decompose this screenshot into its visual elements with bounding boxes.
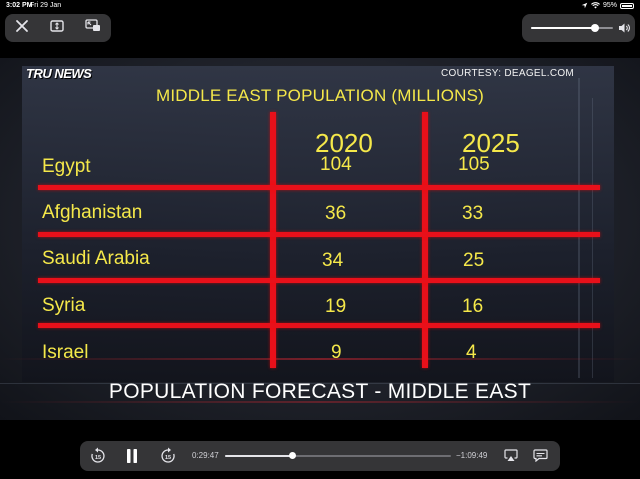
grid-divider-horizontal [38,323,600,328]
status-time: 3:02 PM [6,2,33,9]
value-egypt-2025: 105 [458,154,490,175]
volume-control [522,14,635,42]
channel-logo: TRU NEWS [26,66,92,81]
airplay-button[interactable] [504,449,518,467]
country-saudi-arabia: Saudi Arabia [42,248,150,269]
subtitles-icon [533,449,548,463]
country-afghanistan: Afghanistan [42,202,143,223]
skip-forward-button[interactable]: 15 [160,447,176,469]
status-bar: 3:02 PM Fri 29 Jan 95% [0,0,640,12]
value-afghanistan-2020: 36 [325,203,347,224]
grid-divider-horizontal [38,232,600,237]
background-line [0,383,640,384]
pause-icon [127,449,137,463]
value-saudi-arabia-2020: 34 [322,250,344,271]
picture-in-picture-button[interactable] [84,19,101,37]
wifi-icon [591,2,600,9]
grid-divider-vertical [270,112,276,368]
skip-back-15-icon: 15 [91,447,105,463]
battery-percent: 95% [602,2,617,9]
grid-divider-vertical [422,112,428,368]
skip-back-button[interactable]: 15 [90,447,106,469]
grid-divider-horizontal [38,278,600,283]
volume-knob[interactable] [590,24,599,32]
value-egypt-2020: 104 [320,154,352,175]
column-header-2025: 2025 [462,128,520,158]
background-line [578,78,580,378]
top-left-controls [5,14,111,42]
fit-screen-button[interactable] [50,19,64,37]
courtesy-credit: COURTESY: DEAGEL.COM [441,68,575,79]
value-afghanistan-2025: 33 [462,203,484,224]
country-syria: Syria [42,295,86,316]
volume-level [531,27,595,29]
status-date: Fri 29 Jan [30,2,62,9]
value-israel-2025: 4 [466,342,477,363]
close-icon [16,19,29,32]
close-button[interactable] [15,19,29,38]
grid-divider-horizontal [38,185,600,190]
skip-forward-15-icon: 15 [161,447,175,463]
country-israel: Israel [42,342,89,363]
country-egypt: Egypt [42,156,91,177]
background-streak [0,358,640,360]
battery-level [622,4,632,7]
value-saudi-arabia-2025: 25 [463,250,485,271]
background-streak [0,401,640,403]
playback-knob[interactable] [289,452,297,459]
background-line [592,98,593,378]
pause-button[interactable] [125,448,139,469]
value-israel-2020: 9 [331,342,342,363]
playback-controls: 15 15 0:29:47 −1:09:49 [80,441,560,471]
picture-in-picture-icon [84,19,100,31]
volume-slider[interactable] [531,24,613,32]
background-panel [22,66,614,382]
value-syria-2025: 16 [462,296,484,317]
battery-icon [620,2,634,9]
status-indicators: 95% [581,2,634,9]
location-arrow-icon [581,2,588,9]
subtitles-button[interactable] [533,449,548,467]
video-frame[interactable]: TRU NEWS COURTESY: DEAGEL.COM MIDDLE EAS… [0,58,640,420]
remaining-time: −1:09:49 [456,451,488,460]
value-syria-2020: 19 [325,296,347,317]
svg-text:15: 15 [165,455,171,461]
lower-third-caption: POPULATION FORECAST - MIDDLE EAST [108,380,532,403]
elapsed-time: 0:29:47 [192,451,219,460]
fit-screen-icon [50,20,64,32]
speaker-wave-icon[interactable] [618,22,631,34]
playback-progress [225,455,293,457]
svg-text:15: 15 [95,455,101,461]
playback-scrubber[interactable] [225,452,451,459]
airplay-icon [504,449,518,461]
table-title: MIDDLE EAST POPULATION (MILLIONS) [155,86,485,105]
column-header-2020: 2020 [315,128,373,158]
